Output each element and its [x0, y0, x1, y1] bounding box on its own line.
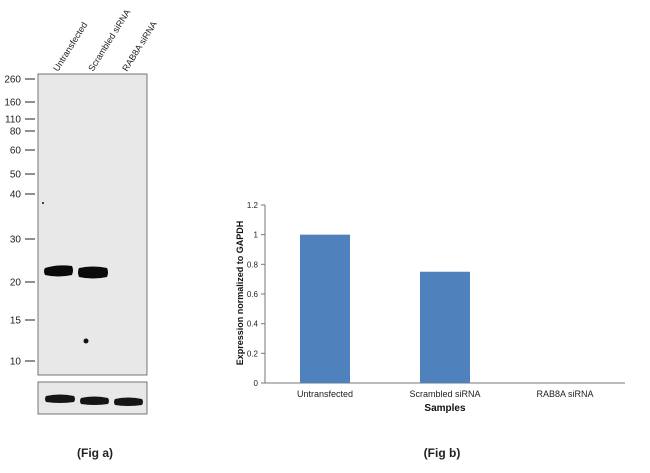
marker-label: 40 [10, 190, 22, 201]
y-tick-label: 1.2 [247, 201, 259, 210]
marker-label: 15 [10, 316, 22, 327]
y-tick-label: 0 [254, 379, 259, 388]
blot-speck [42, 202, 44, 204]
y-tick-label: 0.8 [247, 260, 259, 269]
marker-label: 20 [10, 278, 22, 289]
blot-membrane-main [37, 73, 148, 376]
bar [420, 271, 470, 383]
bar-chart-panel: 0 0.2 0.4 0.6 0.8 1 1.2 Untransfected Scrambled… [235, 201, 625, 460]
y-tick-label: 0.6 [247, 290, 259, 299]
band-row-loading-control [45, 394, 143, 406]
marker-label: 160 [4, 98, 21, 109]
loading-band-untransfected [45, 394, 75, 403]
x-axis-title: Samples [424, 403, 466, 414]
band-untransfected [44, 265, 73, 277]
x-tick-label: Scrambled siRNA [409, 389, 480, 399]
marker-label: 80 [10, 127, 22, 138]
marker-label: 260 [4, 75, 21, 86]
y-tick-label: 0.4 [247, 320, 259, 329]
x-tick-label: Untransfected [297, 389, 353, 399]
marker-label: 10 [10, 357, 22, 368]
loading-band-rab8a-sirna [114, 397, 143, 406]
caption-fig-a: (Fig a) [77, 446, 113, 460]
band-scrambled-sirna [78, 266, 108, 279]
chart-y-ticks: 0 0.2 0.4 0.6 0.8 1 1.2 [247, 201, 265, 388]
marker-label: 30 [10, 235, 22, 246]
y-tick-label: 0.2 [247, 349, 259, 358]
marker-label: 110 [5, 115, 21, 126]
blot-speck [94, 267, 96, 269]
band-row-main [42, 202, 108, 344]
marker-label: 60 [10, 146, 22, 157]
caption-fig-b: (Fig b) [424, 446, 461, 460]
y-axis-title: Expression normalized to GAPDH [235, 221, 245, 366]
lane-label: RAB8A siRNA [120, 19, 159, 73]
loading-band-scrambled-sirna [80, 396, 109, 405]
y-tick-label: 1 [254, 231, 259, 240]
chart-bars [300, 234, 470, 383]
x-tick-label: RAB8A siRNA [536, 389, 593, 399]
bar [300, 234, 350, 383]
blot-speck [83, 338, 89, 344]
lane-label: Untransfected [51, 20, 89, 73]
marker-label: 50 [10, 170, 22, 181]
chart-x-tick-labels: Untransfected Scrambled siRNA RAB8A siRNA [297, 389, 594, 399]
